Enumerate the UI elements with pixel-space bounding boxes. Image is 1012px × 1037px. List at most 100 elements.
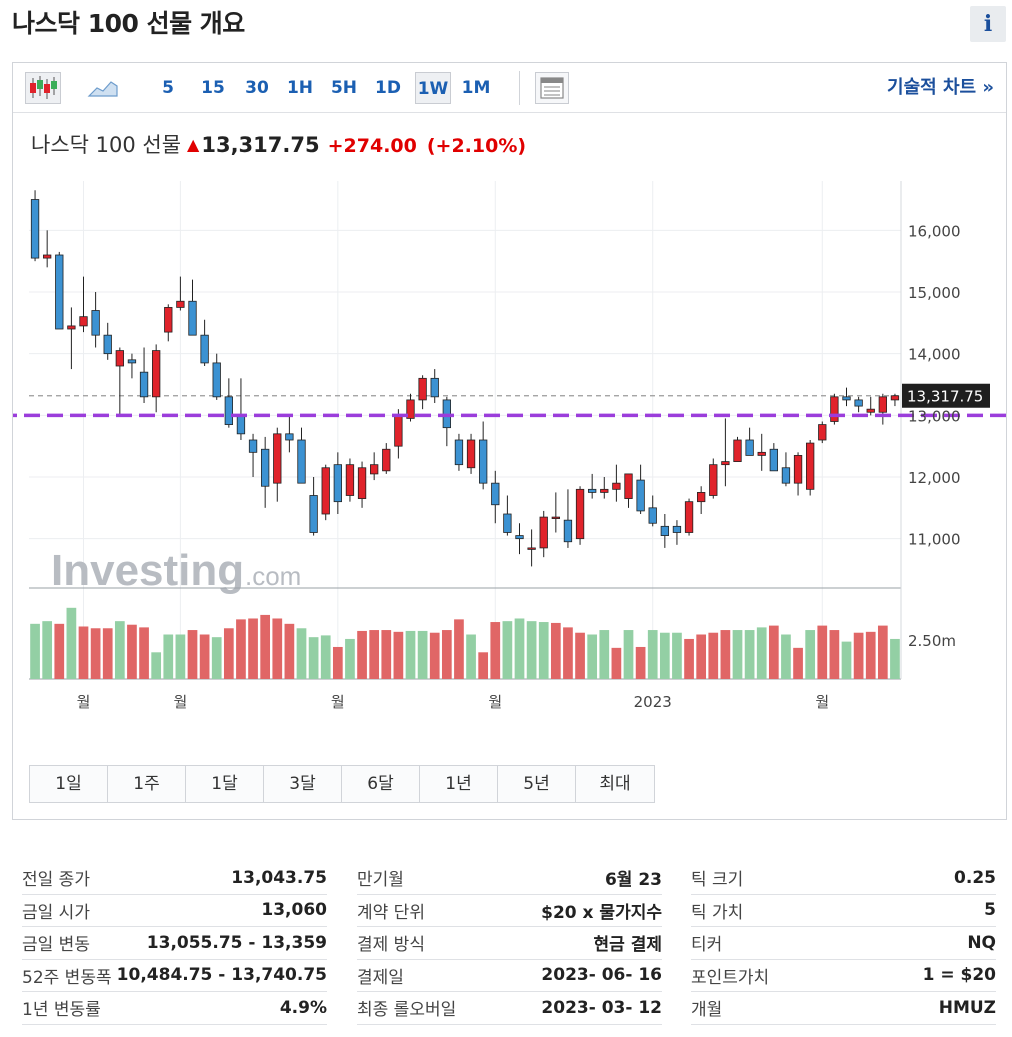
- candle-body: [854, 399, 863, 407]
- range-5y[interactable]: 5년: [498, 766, 576, 802]
- volume-bar: [756, 627, 767, 679]
- stat-row: 계약 단위 $20 x 물가지수: [357, 895, 662, 927]
- price-change-percent: (+2.10%): [426, 135, 527, 157]
- candle-body: [67, 325, 76, 330]
- page-title: 나스닥 100 선물 개요: [12, 9, 245, 38]
- range-3mo[interactable]: 3달: [264, 766, 342, 802]
- interval-5h[interactable]: 5H: [330, 78, 358, 98]
- range-1d[interactable]: 1일: [30, 766, 108, 802]
- volume-bar: [526, 621, 537, 679]
- interval-30[interactable]: 30: [245, 78, 269, 98]
- volume-bar: [272, 618, 283, 679]
- interval-1w[interactable]: 1W: [415, 72, 451, 104]
- stat-row: 결제일 2023- 06- 16: [357, 960, 662, 992]
- stat-value: 13,043.75: [231, 867, 327, 888]
- candle-body: [418, 377, 427, 401]
- volume-bar: [102, 628, 113, 679]
- interval-1m[interactable]: 1M: [461, 78, 491, 98]
- volume-bar: [623, 630, 634, 679]
- volume-bar: [877, 625, 888, 679]
- interval-1d[interactable]: 1D: [375, 78, 401, 98]
- volume-bar: [563, 627, 573, 679]
- candle-body: [224, 396, 233, 425]
- range-max[interactable]: 최대: [576, 766, 654, 802]
- stat-label: 틱 크기: [691, 870, 744, 891]
- candle-body: [127, 359, 137, 364]
- range-1y[interactable]: 1년: [420, 766, 498, 802]
- volume-bar: [466, 634, 476, 679]
- stat-row: 금일 변동 13,055.75 - 13,359: [22, 927, 327, 960]
- price-change: +274.00: [327, 135, 417, 157]
- candle-body: [709, 464, 718, 496]
- candle-body: [200, 334, 209, 364]
- range-6mo[interactable]: 6달: [342, 766, 420, 802]
- last-price-label-box: [902, 383, 990, 408]
- volume-bar: [781, 634, 791, 679]
- area-chart-icon[interactable]: [85, 72, 121, 104]
- toolbar-separator: [519, 71, 520, 105]
- stat-value: HMUZ: [938, 997, 996, 1018]
- volume-bar: [599, 630, 610, 679]
- interval-1h[interactable]: 1H: [286, 78, 314, 98]
- interval-5[interactable]: 5: [162, 78, 174, 98]
- stat-row: 최종 롤오버일 2023- 03- 12: [357, 992, 662, 1025]
- volume-bar: [672, 632, 682, 679]
- x-tick-label: 월: [77, 693, 91, 711]
- candle-body: [273, 433, 282, 484]
- stat-value: NQ: [967, 932, 996, 953]
- candle-body: [212, 362, 221, 398]
- candle-body: [394, 414, 403, 447]
- stat-value: 0.25: [954, 867, 996, 888]
- up-arrow-icon: ▲: [187, 135, 200, 154]
- instrument-name: 나스닥 100 선물: [31, 133, 182, 157]
- candle-body: [115, 350, 124, 367]
- volume-bar: [175, 634, 186, 679]
- volume-bar: [417, 630, 428, 679]
- volume-bar: [30, 623, 40, 679]
- volume-bar: [587, 634, 598, 679]
- candle-body: [248, 439, 258, 453]
- stat-value: 2023- 03- 12: [541, 997, 662, 1018]
- stat-label: 만기월: [357, 870, 404, 891]
- chart-panel: 5 15 30 1H 5H 1D 1W 1M 기술적 차트 » 나스닥 100 …: [12, 62, 1007, 820]
- range-1mo[interactable]: 1달: [186, 766, 264, 802]
- stat-value: $20 x 물가지수: [541, 902, 662, 923]
- candle-body: [612, 482, 621, 490]
- candle-body: [309, 495, 318, 533]
- stat-value: 10,484.75 - 13,740.75: [116, 965, 327, 986]
- candle-body: [588, 488, 597, 493]
- stat-row: 포인트가치 1 = $20: [691, 960, 996, 992]
- candle-body: [79, 316, 88, 327]
- volume-bar: [199, 634, 210, 679]
- volume-bar: [732, 630, 743, 679]
- volume-bar: [805, 630, 816, 679]
- y-tick-label: 15,000: [908, 284, 961, 302]
- candle-body: [164, 307, 173, 333]
- stat-label: 52주 변동폭: [22, 967, 112, 988]
- quote-line: 나스닥 100 선물 ▲13,317.75 +274.00 (+2.10%): [31, 129, 526, 159]
- range-1w[interactable]: 1주: [108, 766, 186, 802]
- volume-bar: [696, 634, 707, 679]
- table-view-icon[interactable]: [535, 72, 569, 104]
- candle-body: [757, 451, 766, 456]
- candlestick-icon[interactable]: [25, 72, 61, 104]
- technical-chart-link[interactable]: 기술적 차트 »: [887, 77, 994, 98]
- volume-bar: [187, 630, 198, 679]
- stat-label: 틱 가치: [691, 902, 744, 923]
- candle-body: [285, 433, 294, 441]
- volume-bar: [308, 637, 319, 679]
- interval-15[interactable]: 15: [201, 78, 225, 98]
- candle-body: [806, 442, 815, 490]
- info-button[interactable]: i: [970, 6, 1006, 42]
- stat-label: 최종 롤오버일: [357, 1000, 457, 1021]
- candle-body: [91, 310, 100, 336]
- candlestick-chart[interactable]: Investing .com 16,000 15,000 14,000 13,000 12,…: [13, 63, 1006, 753]
- volume-bar: [236, 619, 246, 679]
- stat-value: 1 = $20: [922, 965, 996, 986]
- candle-body: [55, 254, 64, 330]
- y-tick-label: 13,000: [908, 407, 961, 425]
- candle-body: [406, 399, 415, 419]
- candle-body: [139, 371, 149, 398]
- volume-bar: [793, 647, 803, 679]
- volume-bar: [684, 638, 694, 679]
